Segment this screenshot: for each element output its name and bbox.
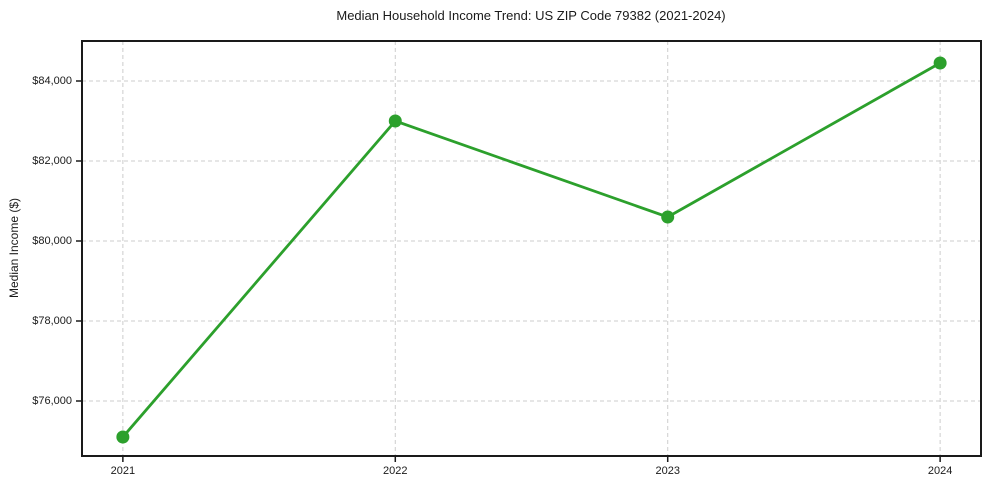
- x-tick-label: 2023: [655, 465, 680, 477]
- x-tick-label: 2022: [383, 465, 408, 477]
- data-point-marker: [933, 56, 947, 70]
- y-tick-label: $80,000: [32, 235, 72, 247]
- chart-title: Median Household Income Trend: US ZIP Co…: [336, 8, 726, 23]
- trend-line: [121, 61, 942, 439]
- x-tick-label: 2021: [110, 465, 136, 477]
- y-tick-label: $82,000: [32, 155, 72, 167]
- x-tick-label: 2024: [927, 465, 953, 477]
- y-tick-label: $78,000: [32, 315, 72, 327]
- plot-border: [81, 40, 982, 457]
- y-tick-label: $84,000: [32, 75, 72, 87]
- data-point-marker: [388, 114, 402, 128]
- data-point-marker: [116, 430, 130, 444]
- data-point-marker: [661, 210, 675, 224]
- y-tick-label: $76,000: [32, 395, 72, 407]
